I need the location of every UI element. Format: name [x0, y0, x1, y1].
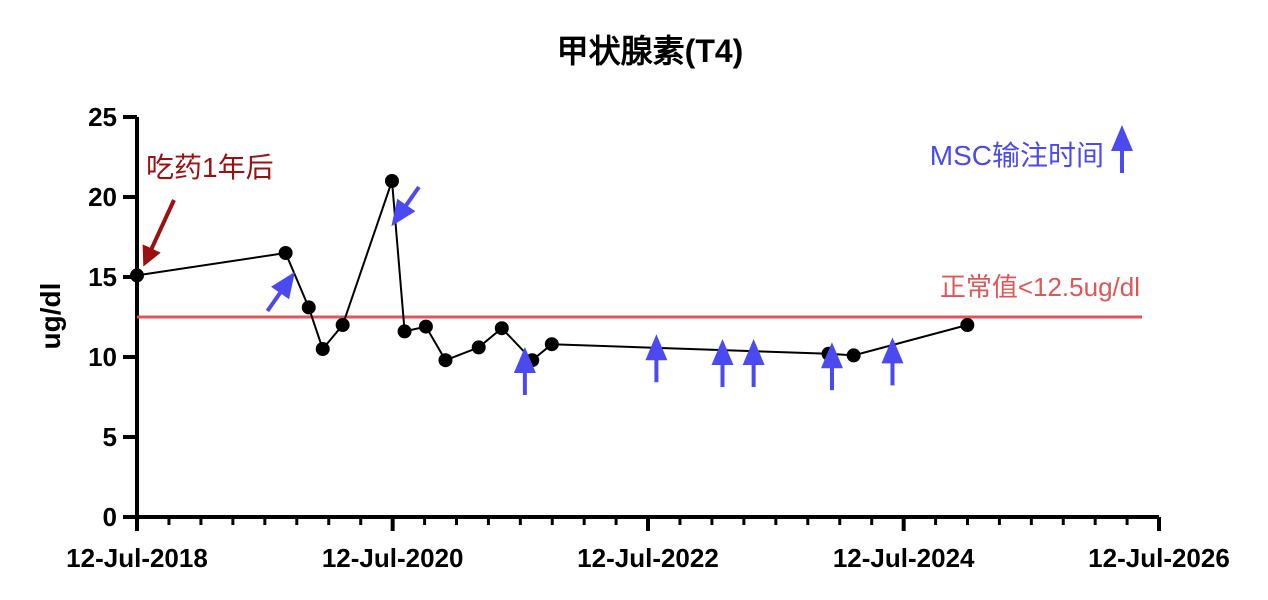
reference-line-label: 正常值<12.5ug/dl	[940, 272, 1140, 302]
legend-arrow-shape	[1111, 125, 1133, 173]
data-point	[301, 300, 316, 315]
infusion-arrows	[265, 185, 904, 395]
y-tick-label: 25	[88, 102, 117, 132]
y-tick-label: 10	[88, 342, 117, 372]
x-tick-label: 12-Jul-2026	[1088, 543, 1230, 573]
start-annotation-arrow-icon	[142, 199, 176, 267]
x-tick-label: 12-Jul-2022	[577, 543, 719, 573]
data-point	[335, 318, 350, 332]
infusion-arrow-icon	[881, 337, 904, 386]
data-point	[315, 342, 330, 356]
data-point	[494, 321, 509, 336]
data-point	[384, 174, 399, 188]
data-point	[544, 337, 559, 352]
data-point	[471, 340, 486, 355]
infusion-arrow-icon	[645, 334, 668, 383]
data-point	[278, 246, 293, 260]
y-axis-label: ug/dl	[35, 283, 66, 350]
data-points	[130, 174, 975, 368]
start-annotation-label: 吃药1年后	[146, 152, 274, 183]
x-ticks: 12-Jul-2018 12-Jul-2020 12-Jul-2022 12-Jul-…	[66, 517, 1230, 573]
infusion-arrow-icon	[820, 342, 843, 391]
infusion-legend-label: MSC输注时间	[930, 140, 1104, 171]
infusion-arrow-icon	[742, 339, 765, 387]
y-tick-label: 20	[88, 182, 117, 212]
infusion-legend-arrow-icon	[1111, 125, 1133, 173]
y-ticks: 0 5 10 15 20 25	[88, 102, 137, 532]
data-point	[438, 353, 453, 368]
infusion-arrow-icon	[513, 347, 536, 395]
chart-title: 甲状腺素(T4)	[557, 33, 744, 69]
infusion-arrow-icon	[265, 271, 295, 313]
series-line	[136, 180, 968, 362]
data-point	[960, 318, 975, 332]
data-point	[397, 324, 412, 339]
data-point	[846, 348, 861, 363]
x-tick-label: 12-Jul-2020	[322, 543, 464, 573]
y-tick-label: 5	[103, 422, 117, 452]
infusion-arrow-icon	[711, 339, 734, 387]
infusion-arrow-icon	[391, 185, 421, 227]
x-tick-label: 12-Jul-2024	[833, 543, 975, 573]
x-tick-label: 12-Jul-2018	[66, 543, 208, 573]
data-point	[418, 319, 433, 334]
y-tick-label: 15	[88, 262, 117, 292]
y-tick-label: 0	[103, 502, 117, 532]
data-point	[130, 268, 144, 283]
